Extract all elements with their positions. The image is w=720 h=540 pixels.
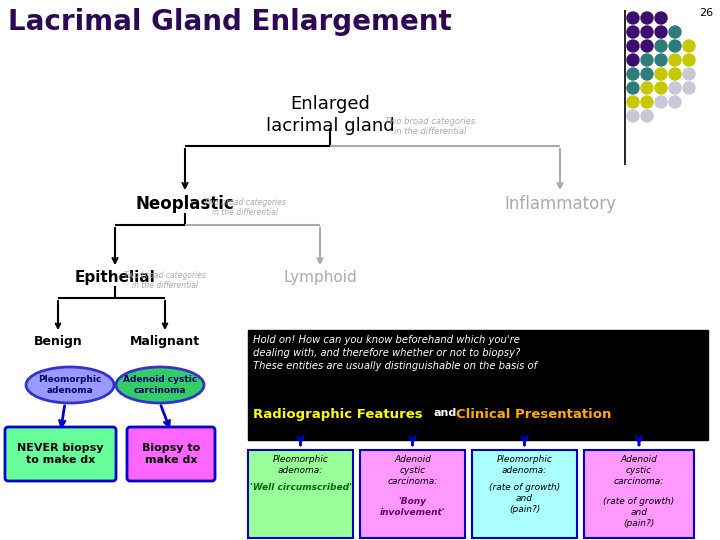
Circle shape — [641, 82, 653, 94]
Circle shape — [627, 12, 639, 24]
FancyBboxPatch shape — [248, 450, 353, 538]
Circle shape — [627, 68, 639, 80]
Text: Pleomorphic
adenoma:: Pleomorphic adenoma: — [497, 455, 552, 475]
Text: Two broad categories
in the differential: Two broad categories in the differential — [124, 271, 206, 290]
Text: Lymphoid: Lymphoid — [283, 270, 357, 285]
Circle shape — [627, 110, 639, 122]
Text: 'Well circumscribed': 'Well circumscribed' — [250, 483, 351, 492]
Text: Lacrimal Gland Enlargement: Lacrimal Gland Enlargement — [8, 8, 451, 36]
Circle shape — [655, 68, 667, 80]
Text: and: and — [433, 408, 456, 418]
FancyBboxPatch shape — [360, 450, 465, 538]
Text: Epithelial: Epithelial — [75, 270, 156, 285]
Circle shape — [655, 12, 667, 24]
FancyBboxPatch shape — [5, 427, 116, 481]
Text: Inflammatory: Inflammatory — [504, 195, 616, 213]
Text: Adenoid
cystic
carcinoma:: Adenoid cystic carcinoma: — [387, 455, 438, 486]
Text: Enlarged
lacrimal gland: Enlarged lacrimal gland — [266, 95, 395, 135]
Circle shape — [655, 96, 667, 108]
FancyBboxPatch shape — [472, 450, 577, 538]
FancyBboxPatch shape — [584, 450, 694, 538]
Circle shape — [641, 96, 653, 108]
Circle shape — [683, 68, 695, 80]
Text: Malignant: Malignant — [130, 335, 200, 348]
Text: (rate of growth)
and
(pain?): (rate of growth) and (pain?) — [489, 483, 560, 514]
Ellipse shape — [116, 367, 204, 403]
Text: NEVER biopsy
to make dx: NEVER biopsy to make dx — [17, 443, 104, 465]
Circle shape — [683, 82, 695, 94]
Text: 'Bony
involvement': 'Bony involvement' — [379, 497, 445, 517]
Text: Adenoid
cystic
carcinoma:: Adenoid cystic carcinoma: — [614, 455, 664, 486]
Circle shape — [655, 54, 667, 66]
Circle shape — [641, 12, 653, 24]
Circle shape — [669, 26, 681, 38]
Text: Pleomorphic
adenoma:: Pleomorphic adenoma: — [273, 455, 328, 475]
Circle shape — [627, 82, 639, 94]
Circle shape — [641, 26, 653, 38]
Circle shape — [627, 96, 639, 108]
Circle shape — [669, 68, 681, 80]
Text: Adenoid cystic
carcinoma: Adenoid cystic carcinoma — [123, 375, 197, 395]
Circle shape — [669, 40, 681, 52]
Circle shape — [655, 26, 667, 38]
FancyBboxPatch shape — [127, 427, 215, 481]
Circle shape — [641, 110, 653, 122]
Circle shape — [683, 54, 695, 66]
Circle shape — [641, 54, 653, 66]
Text: Two broad categories
in the differential: Two broad categories in the differential — [385, 117, 475, 136]
Circle shape — [669, 96, 681, 108]
Text: 26: 26 — [699, 8, 713, 18]
Circle shape — [655, 40, 667, 52]
Text: Hold on! How can you know beforehand which you're
dealing with, and therefore wh: Hold on! How can you know beforehand whi… — [253, 335, 537, 372]
Circle shape — [627, 54, 639, 66]
Circle shape — [627, 26, 639, 38]
Text: Biopsy to
make dx: Biopsy to make dx — [142, 443, 200, 465]
Text: Pleomorphic
adenoma: Pleomorphic adenoma — [38, 375, 102, 395]
Circle shape — [627, 40, 639, 52]
Circle shape — [641, 68, 653, 80]
Text: Benign: Benign — [34, 335, 82, 348]
FancyBboxPatch shape — [248, 330, 708, 440]
Circle shape — [683, 40, 695, 52]
Text: Two broad categories
in the differential: Two broad categories in the differential — [204, 198, 286, 217]
Circle shape — [641, 40, 653, 52]
Text: (rate of growth)
and
(pain?): (rate of growth) and (pain?) — [603, 497, 675, 528]
Circle shape — [655, 82, 667, 94]
Text: Neoplastic: Neoplastic — [135, 195, 235, 213]
Circle shape — [669, 54, 681, 66]
Text: Clinical Presentation: Clinical Presentation — [456, 408, 611, 421]
Circle shape — [669, 82, 681, 94]
Ellipse shape — [26, 367, 114, 403]
Text: Radiographic Features: Radiographic Features — [253, 408, 423, 421]
